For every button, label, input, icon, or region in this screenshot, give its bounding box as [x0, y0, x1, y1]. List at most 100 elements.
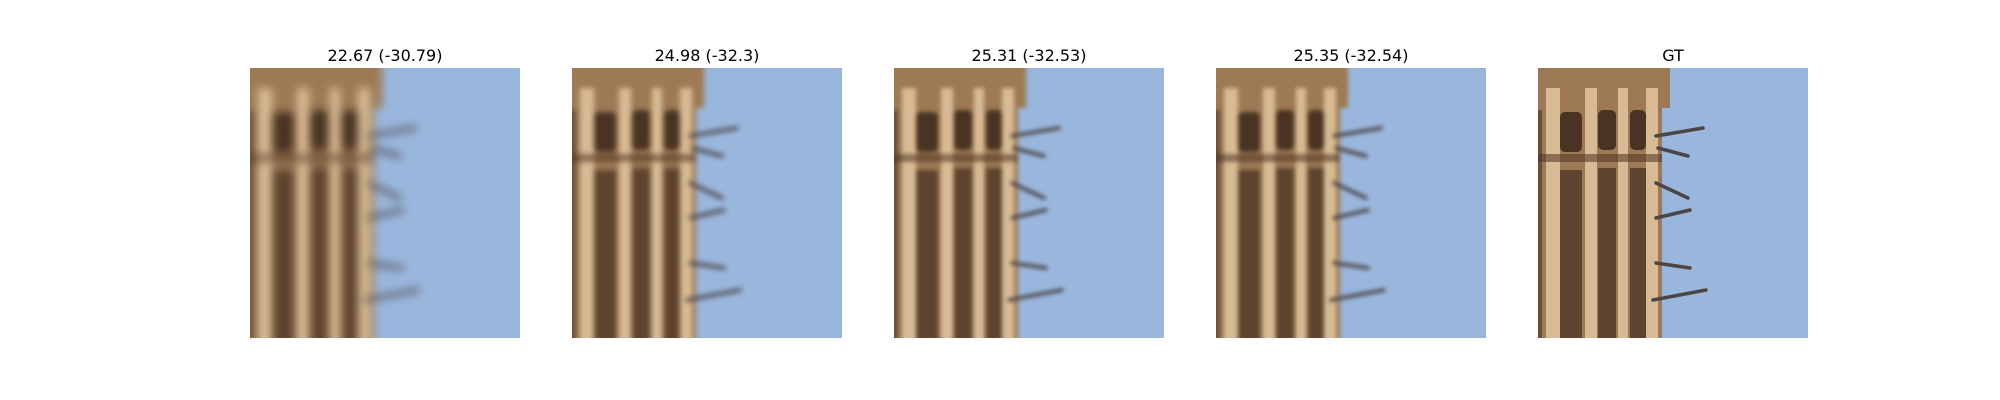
- window-arch: [594, 112, 616, 152]
- window-arch: [1308, 110, 1324, 150]
- spike: [1007, 288, 1064, 302]
- window-slot: [272, 170, 294, 338]
- pillar: [680, 88, 692, 338]
- pillar: [974, 88, 984, 338]
- photo-crop: [1216, 68, 1486, 338]
- tower-shadow: [1216, 110, 1220, 338]
- window-slot: [954, 168, 972, 338]
- tower-shadow: [250, 110, 254, 338]
- cornice: [572, 154, 696, 162]
- tower-shadow: [572, 110, 576, 338]
- window-slot: [1308, 168, 1324, 338]
- spike: [685, 288, 742, 302]
- spike: [1332, 208, 1370, 220]
- pillar: [297, 88, 309, 338]
- window-arch: [916, 112, 938, 152]
- window-slot: [986, 168, 1002, 338]
- pillar: [258, 88, 272, 338]
- window-slot: [1560, 170, 1582, 338]
- spike: [1010, 261, 1048, 270]
- spike: [363, 288, 420, 302]
- cornice: [1216, 154, 1340, 162]
- panel-4-image: [1216, 68, 1486, 338]
- spike: [1010, 181, 1046, 200]
- window-slot: [594, 170, 616, 338]
- spike: [366, 126, 417, 138]
- spike: [366, 208, 404, 220]
- window-arch: [954, 110, 972, 150]
- pillar: [1646, 88, 1658, 338]
- pillar: [1002, 88, 1014, 338]
- spike: [688, 261, 726, 270]
- pillar: [330, 88, 340, 338]
- window-arch: [272, 112, 294, 152]
- cornice: [1538, 154, 1662, 162]
- spike: [688, 181, 724, 200]
- pillar: [1324, 88, 1336, 338]
- pillar: [580, 88, 594, 338]
- pillar: [619, 88, 631, 338]
- window-slot: [632, 168, 650, 338]
- pillar: [1224, 88, 1238, 338]
- panel-5: GT: [1538, 44, 1808, 338]
- spike: [366, 181, 402, 200]
- window-slot: [916, 170, 938, 338]
- window-arch: [664, 110, 680, 150]
- panel-4-title: 25.35 (-32.54): [1293, 46, 1409, 65]
- tower-shadow: [1538, 110, 1542, 338]
- spike: [1329, 288, 1386, 302]
- spike: [688, 208, 726, 220]
- window-slot: [1238, 170, 1260, 338]
- photo-crop: [572, 68, 842, 338]
- pillar: [1546, 88, 1560, 338]
- panel-3-image: [894, 68, 1164, 338]
- panel-2-title: 24.98 (-32.3): [654, 46, 760, 65]
- window-slot: [342, 168, 358, 338]
- spike: [690, 146, 724, 158]
- spike: [1654, 181, 1690, 200]
- pillar: [1296, 88, 1306, 338]
- panel-1: 22.67 (-30.79): [250, 44, 520, 338]
- panel-5-image: [1538, 68, 1808, 338]
- panel-2: 24.98 (-32.3): [572, 44, 842, 338]
- pillar: [1585, 88, 1597, 338]
- spike: [1651, 288, 1708, 302]
- pillar: [652, 88, 662, 338]
- window-slot: [1276, 168, 1294, 338]
- spike: [366, 261, 404, 270]
- window-arch: [632, 110, 650, 150]
- pillar: [941, 88, 953, 338]
- photo-crop: [250, 68, 520, 338]
- cornice: [250, 154, 374, 162]
- spike: [1332, 261, 1370, 270]
- pillar: [1618, 88, 1628, 338]
- window-slot: [1598, 168, 1616, 338]
- window-arch: [342, 110, 358, 150]
- window-arch: [1598, 110, 1616, 150]
- pillar: [1263, 88, 1275, 338]
- pillar: [902, 88, 916, 338]
- spike: [688, 126, 739, 138]
- spike: [1010, 208, 1048, 220]
- spike: [1334, 146, 1368, 158]
- window-slot: [310, 168, 328, 338]
- window-arch: [310, 110, 328, 150]
- spike: [1332, 126, 1383, 138]
- spike: [1656, 146, 1690, 158]
- spike: [1654, 126, 1705, 138]
- photo-crop: [894, 68, 1164, 338]
- panel-2-image: [572, 68, 842, 338]
- panel-5-title: GT: [1662, 46, 1684, 65]
- photo-crop: [1538, 68, 1808, 338]
- window-slot: [1630, 168, 1646, 338]
- window-arch: [1276, 110, 1294, 150]
- window-arch: [1238, 112, 1260, 152]
- spike: [1012, 146, 1046, 158]
- panel-3-title: 25.31 (-32.53): [971, 46, 1087, 65]
- window-arch: [986, 110, 1002, 150]
- tower-shadow: [894, 110, 898, 338]
- window-slot: [664, 168, 680, 338]
- spike: [368, 146, 402, 158]
- panel-3: 25.31 (-32.53): [894, 44, 1164, 338]
- spike: [1654, 208, 1692, 220]
